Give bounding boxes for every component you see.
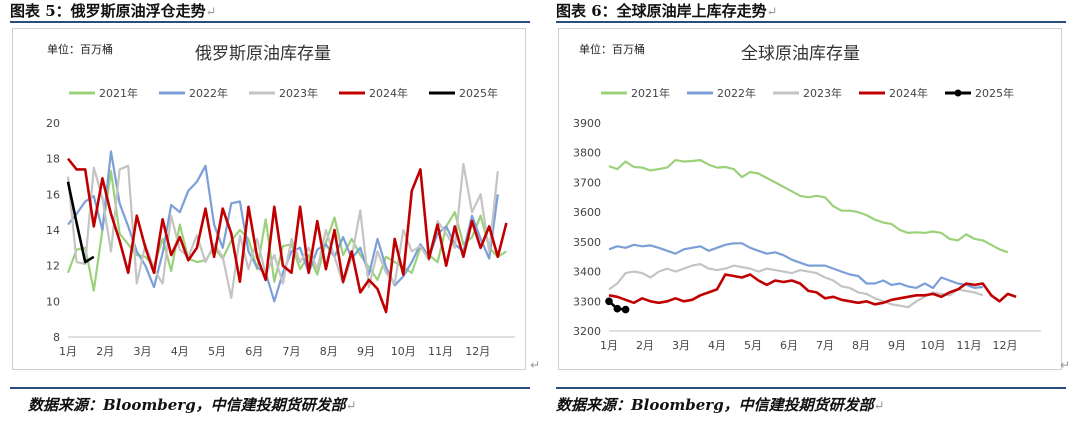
series-line-2022年 (67, 150, 499, 303)
legend-label-4: 2025年 (975, 86, 1014, 100)
left-top-rule (10, 21, 530, 23)
y-tick-label-6: 20 (46, 117, 60, 130)
legend-label-3: 2024年 (369, 86, 408, 100)
y-tick-label-3: 3500 (573, 236, 601, 249)
y-tick-label-0: 3200 (573, 325, 601, 338)
x-tick-label-6: 7月 (816, 339, 834, 352)
x-tick-label-6: 7月 (283, 345, 301, 358)
x-tick-label-4: 5月 (744, 339, 762, 352)
legend-label-1: 2022年 (189, 86, 228, 100)
x-tick-label-3: 4月 (171, 345, 189, 358)
right-figure-caption: 图表 6：全球原油岸上库存走势↵ (556, 2, 778, 20)
series-point-0 (605, 297, 613, 306)
legend-label-3: 2024年 (889, 86, 928, 100)
legend-label-2: 2023年 (279, 86, 318, 100)
legend-label-4: 2025年 (459, 86, 498, 100)
chart-title: 全球原油库存量 (741, 44, 860, 64)
chart-legend: 2021年 2022年 2023年 2024年 2025年 (69, 86, 498, 100)
x-tick-label-7: 8月 (320, 345, 338, 358)
x-tick-label-2: 3月 (134, 345, 152, 358)
right-source-note: 数据来源：Bloomberg，中信建投期货研发部↵ (556, 396, 885, 414)
x-tick-label-8: 9月 (888, 339, 906, 352)
y-tick-label-1: 10 (46, 295, 60, 308)
right-chart-return-mark: ↵ (1060, 358, 1071, 372)
y-tick-label-3: 14 (46, 224, 60, 237)
x-tick-label-11: 12月 (465, 345, 490, 358)
right-chart-frame: 单位：百万桶 全球原油库存量 2021年 2022年 2023年 2024年 2025年 32… (558, 28, 1062, 370)
left-chart-frame: 单位：百万桶 俄罗斯原油库存量 2021年 2022年 2023年 2024年 2025年 8… (12, 28, 526, 370)
left-chart-return-mark: ↵ (530, 358, 541, 372)
series-line-2022年 (608, 242, 983, 289)
russia-oil-chart: 单位：百万桶 俄罗斯原油库存量 2021年 2022年 2023年 2024年 2025年 8… (46, 42, 515, 358)
y-tick-label-7: 3900 (573, 117, 601, 130)
x-tick-label-10: 11月 (428, 345, 453, 358)
legend-label-0: 2021年 (99, 86, 138, 100)
chart-unit-label: 单位：百万桶 (47, 42, 113, 56)
left-source-note: 数据来源：Bloomberg，中信建投期货研发部↵ (28, 396, 357, 414)
series-line-2021年 (66, 170, 507, 292)
legend-label-0: 2021年 (631, 86, 670, 100)
y-tick-label-5: 3700 (573, 176, 601, 189)
x-tick-label-5: 6月 (245, 345, 263, 358)
series-line-2023年 (66, 162, 499, 299)
series-line-2021年 (608, 159, 1009, 254)
y-tick-label-2: 12 (46, 260, 60, 273)
chart-title: 俄罗斯原油库存量 (195, 44, 331, 64)
x-tick-label-9: 10月 (921, 339, 946, 352)
y-tick-label-2: 3400 (573, 266, 601, 279)
x-tick-label-7: 8月 (852, 339, 870, 352)
y-tick-label-6: 3800 (573, 147, 601, 160)
legend-label-1: 2022年 (717, 86, 756, 100)
series-point-1 (613, 304, 622, 313)
series-line-2025年 (66, 181, 95, 264)
x-tick-label-3: 4月 (708, 339, 726, 352)
y-tick-label-4: 3600 (573, 206, 601, 219)
x-tick-label-1: 2月 (96, 345, 114, 358)
legend-label-2: 2023年 (803, 86, 842, 100)
global-oil-chart: 单位：百万桶 全球原油库存量 2021年 2022年 2023年 2024年 2025年 32… (573, 42, 1041, 352)
chart-unit-label: 单位：百万桶 (579, 42, 645, 56)
y-tick-label-4: 16 (46, 188, 60, 201)
right-bottom-rule (556, 387, 1066, 389)
series-line-2023年 (608, 263, 984, 309)
x-tick-label-0: 1月 (59, 345, 77, 358)
x-tick-label-1: 2月 (636, 339, 654, 352)
x-tick-label-10: 11月 (957, 339, 982, 352)
y-tick-label-1: 3300 (573, 295, 601, 308)
x-tick-label-8: 9月 (357, 345, 375, 358)
x-tick-label-4: 5月 (208, 345, 226, 358)
x-tick-label-9: 10月 (391, 345, 416, 358)
x-tick-label-11: 12月 (993, 339, 1018, 352)
left-figure-caption: 图表 5：俄罗斯原油浮仓走势↵ (10, 2, 217, 20)
y-tick-label-0: 8 (53, 331, 60, 344)
y-tick-label-5: 18 (46, 153, 60, 166)
x-tick-label-0: 1月 (600, 339, 618, 352)
left-bottom-rule (10, 387, 530, 389)
chart-legend: 2021年 2022年 2023年 2024年 2025年 (601, 86, 1014, 100)
right-top-rule (556, 21, 1066, 23)
series-line-2024年 (608, 273, 1017, 306)
series-line-2024年 (66, 157, 508, 314)
x-tick-label-5: 6月 (780, 339, 798, 352)
series-point-2 (621, 305, 630, 314)
legend-marker-4 (954, 89, 962, 97)
x-tick-label-2: 3月 (672, 339, 690, 352)
